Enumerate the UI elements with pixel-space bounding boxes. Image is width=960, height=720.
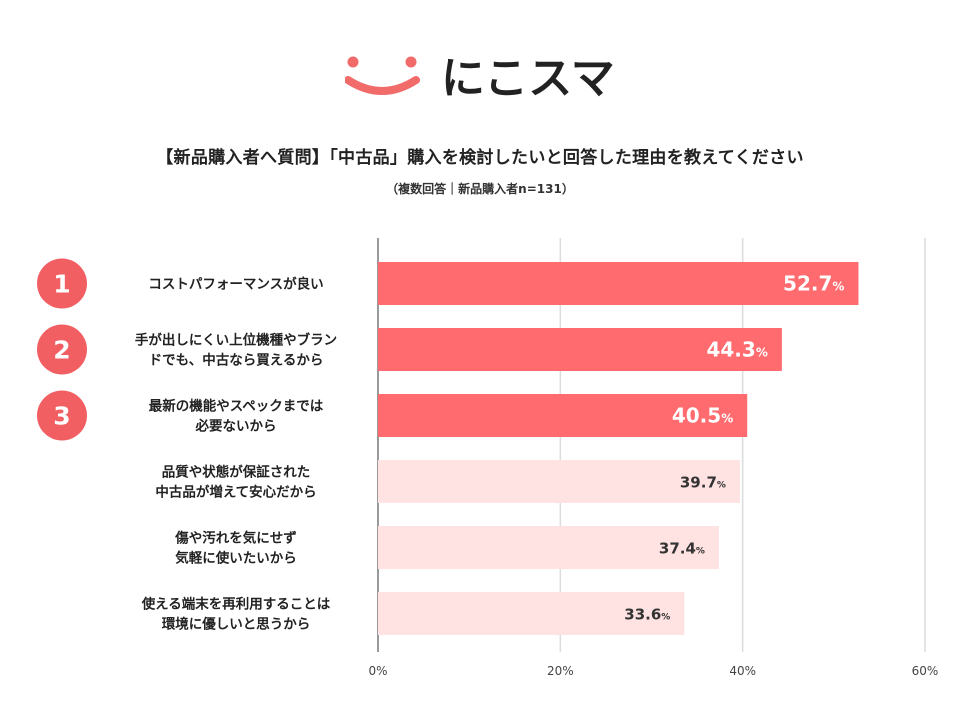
bar — [378, 526, 719, 569]
value-label: 39.7% — [680, 474, 726, 492]
logo: にこスマ — [0, 40, 960, 110]
category-label: 品質や状態が保証された — [162, 464, 311, 481]
category-label: ドでも、中古なら買えるから — [149, 352, 324, 369]
rank-badge — [37, 390, 87, 441]
category-label: 使える端末を再利用することは — [141, 596, 331, 613]
rank-badge — [37, 324, 87, 375]
chart-title: 【新品購入者へ質問】「中古品」購入を検討したいと回答した理由を教えてください — [156, 148, 804, 168]
category-label: 最新の機能やスペックまでは — [149, 398, 324, 415]
bar — [378, 460, 740, 503]
value-label: 33.6% — [624, 606, 670, 624]
category-label: 中古品が増えて安心だから — [155, 484, 316, 501]
brand-name: にこスマ — [441, 53, 615, 104]
category-label: 環境に優しいと思うから — [162, 616, 311, 633]
value-label: 37.4% — [659, 540, 705, 558]
x-tick-label: 60% — [912, 664, 939, 678]
x-tick-label: 40% — [729, 664, 756, 678]
nikosuma-logo-icon: にこスマ — [345, 53, 615, 104]
category-label: 傷や汚れを気にせず — [174, 530, 297, 547]
category-label: コストパフォーマンスが良い — [148, 276, 323, 293]
bar — [378, 328, 782, 371]
x-tick-label: 0% — [368, 664, 387, 678]
chart-subtitle: （複数回答｜新品購入者n=131） — [386, 182, 574, 196]
bar — [378, 262, 859, 305]
value-label: 40.5% — [672, 404, 733, 428]
rank-badge — [37, 258, 87, 309]
x-tick-label: 20% — [547, 664, 574, 678]
rank-number: 2 — [53, 336, 70, 365]
category-label: 手が出しにくい上位機種やブラン — [135, 332, 337, 349]
category-label: 必要ないから — [195, 418, 277, 435]
category-label: 気軽に使いたいから — [175, 550, 297, 567]
value-label: 52.7% — [783, 272, 844, 296]
bar — [378, 592, 685, 635]
value-label: 44.3% — [706, 338, 767, 362]
rank-number: 3 — [53, 402, 70, 431]
rank-number: 1 — [53, 270, 70, 299]
bar — [378, 394, 748, 437]
